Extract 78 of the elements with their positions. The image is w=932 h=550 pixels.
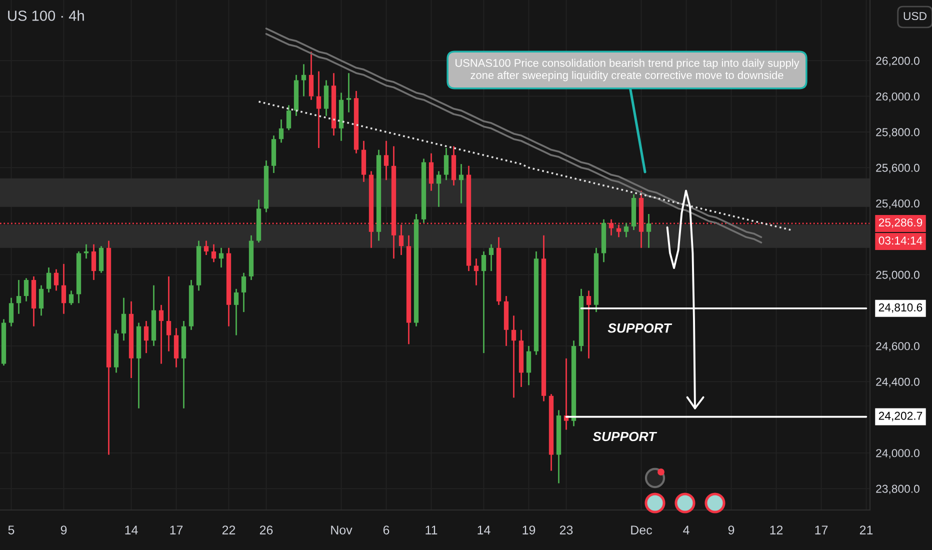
candlestick	[16, 279, 22, 315]
candlestick	[158, 304, 164, 364]
y-tick-label: 25,800.0	[876, 128, 920, 138]
candlestick	[286, 104, 292, 131]
candlestick	[68, 290, 74, 306]
x-tick-label: 17	[170, 526, 183, 534]
x-tick-label: 11	[426, 526, 438, 534]
y-tick-label: 23,800.0	[876, 484, 920, 494]
y-tick-label: 26,200.0	[876, 56, 920, 66]
data-label: 24,810.6	[878, 303, 922, 313]
candlestick	[54, 268, 59, 292]
candlestick	[91, 244, 96, 281]
candlestick	[241, 272, 246, 313]
line-series	[258, 100, 792, 231]
candlestick	[646, 213, 652, 249]
candlestick	[526, 345, 532, 386]
candlestick	[24, 277, 29, 302]
candlestick	[8, 297, 14, 328]
candlestick	[61, 263, 66, 315]
candlestick	[38, 284, 44, 316]
ref-line-label: 25,286.9	[878, 218, 922, 228]
candlestick	[301, 63, 306, 97]
x-tick-label: 23	[560, 526, 573, 534]
candlestick	[511, 314, 516, 398]
candlestick	[121, 297, 126, 342]
x-tick-label: 22	[222, 526, 236, 534]
candlestick	[384, 140, 389, 181]
y-tick-label: 25,400.0	[876, 199, 920, 209]
candlestick	[488, 244, 494, 272]
x-tick-label: 26	[260, 526, 273, 534]
candlestick	[308, 51, 314, 101]
x-tick-label: Nov	[331, 526, 352, 534]
candlestick	[624, 222, 629, 238]
candlestick	[278, 118, 284, 144]
candlestick	[98, 245, 104, 274]
x-tick-label: Dec	[631, 526, 652, 534]
candlestick	[211, 244, 216, 263]
candlestick	[474, 258, 479, 286]
candlestick	[204, 240, 209, 256]
data-label: 24,202.7	[878, 412, 922, 422]
x-tick-label: 17	[815, 526, 828, 534]
candlestick	[174, 327, 179, 368]
series-label: SUPPORT	[608, 323, 672, 333]
x-tick-label: 21	[860, 526, 873, 534]
candlestick	[586, 290, 592, 360]
x-tick-label: 4	[683, 526, 690, 534]
candlestick	[324, 80, 329, 117]
candlestick	[481, 250, 486, 354]
y-tick-label: 24,000.0	[876, 449, 920, 459]
candlestick	[346, 72, 352, 114]
y-tick-label: 25,000.0	[876, 270, 920, 280]
x-tick-label: 5	[8, 526, 14, 534]
annotation: USNAS100 Price consolidation bearish trend price tap into daily supply zone after sweeping liquidity create corrective move to downside	[456, 58, 800, 82]
y-axis-title: USD	[904, 12, 926, 20]
candlestick	[234, 288, 239, 336]
y-tick-label: 24,600.0	[876, 342, 920, 352]
candlestick	[458, 163, 464, 204]
candlestick	[144, 320, 149, 354]
candlestick	[316, 70, 322, 149]
y-tick-label: 24,400.0	[876, 378, 920, 388]
candlestick	[428, 152, 434, 192]
x-tick-label: 9	[728, 526, 734, 534]
x-tick-label: 6	[383, 526, 390, 534]
candlestick	[444, 147, 449, 181]
x-tick-label: 12	[770, 526, 783, 534]
x-tick-label: 14	[125, 526, 138, 534]
text: US 100 · 4h	[8, 10, 84, 21]
candlestick	[218, 247, 224, 268]
x-tick-label: 19	[522, 526, 536, 534]
y-tick-label: 25,600.0	[876, 164, 920, 174]
y-tick-label: 26,000.0	[876, 92, 920, 102]
series-label: SUPPORT	[592, 432, 658, 442]
candlestick	[46, 266, 52, 294]
x-tick-label: 14	[478, 526, 490, 534]
candlestick	[436, 170, 442, 208]
candlestick	[166, 276, 172, 352]
text: 03:14:14	[878, 236, 922, 245]
x-tick-label: 9	[60, 526, 67, 534]
